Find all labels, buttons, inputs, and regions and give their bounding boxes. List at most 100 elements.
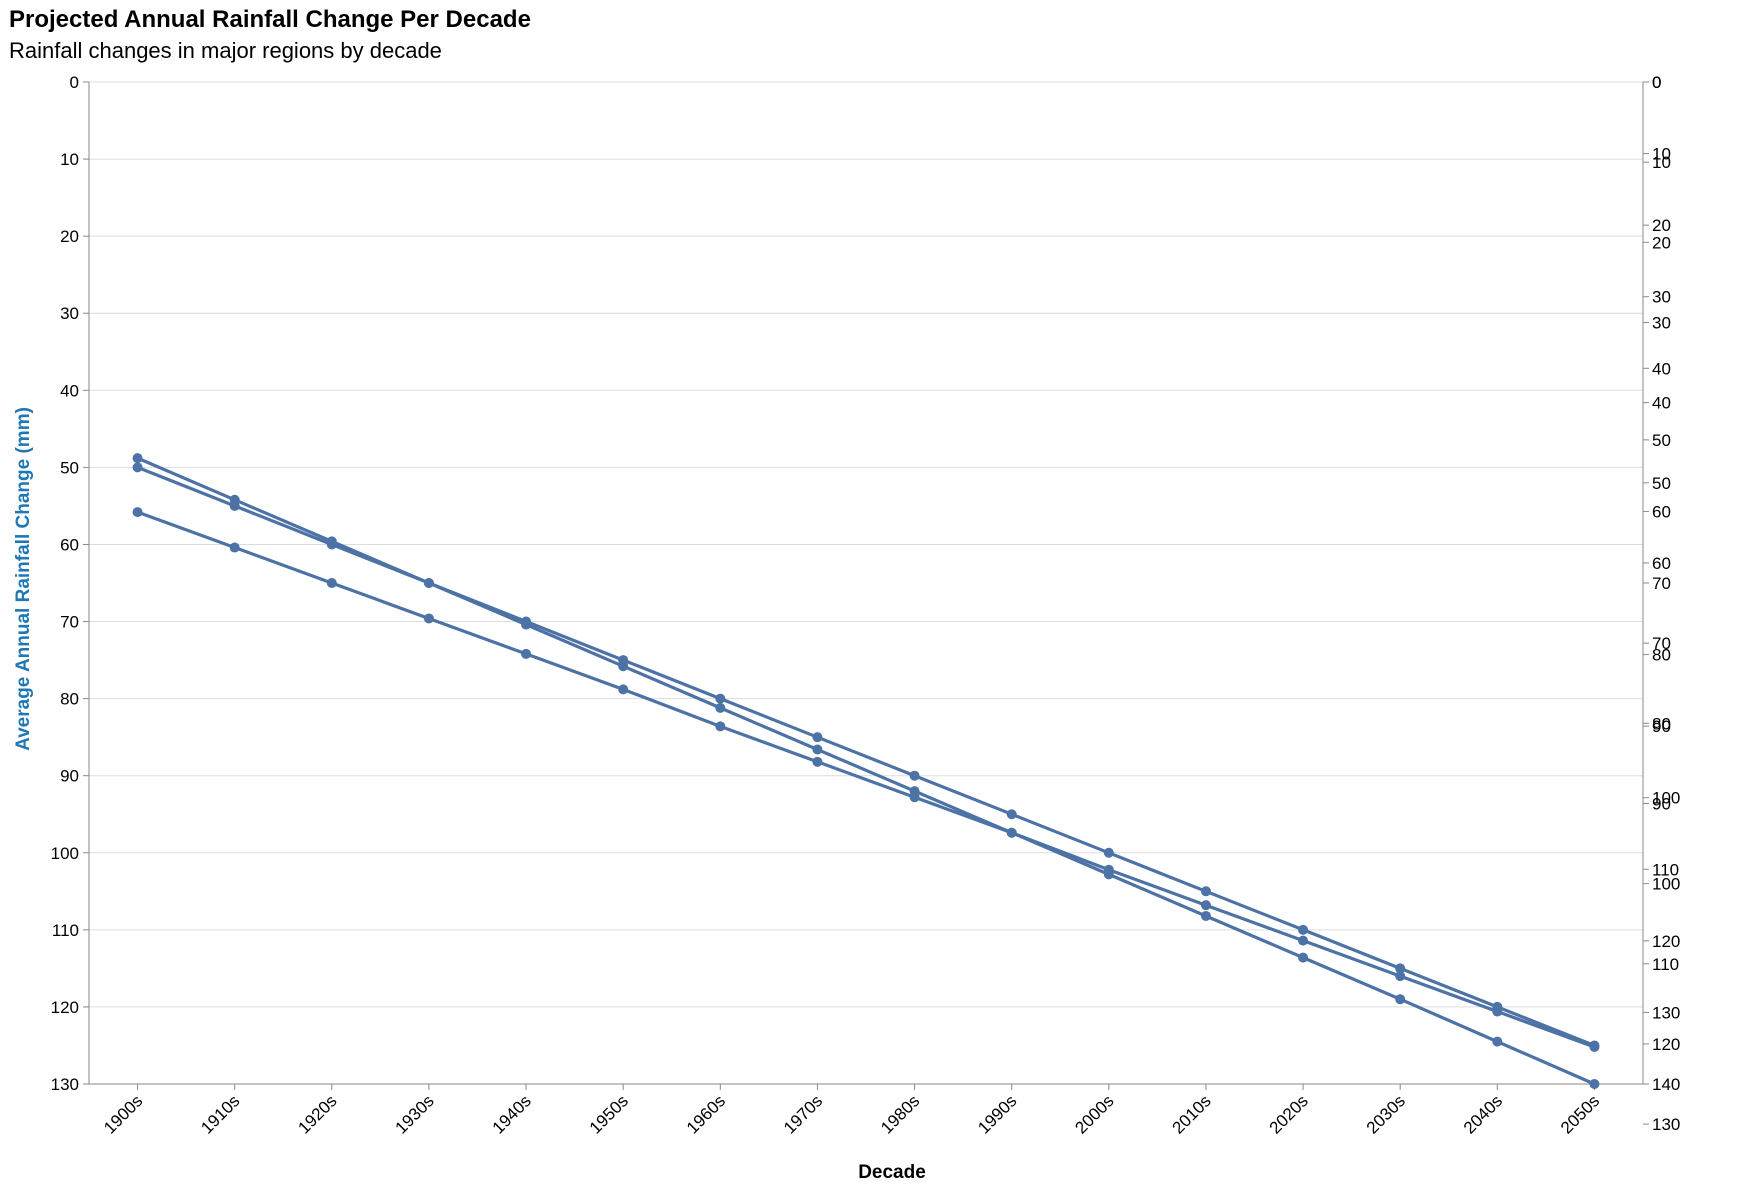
y-right-tick-label: 50	[1652, 474, 1671, 493]
y-right-tick-label: 50	[1652, 431, 1671, 450]
y-right-tick-label: 80	[1652, 714, 1671, 733]
x-tick-label: 1990s	[974, 1091, 1020, 1137]
x-tick-label: 1980s	[877, 1091, 923, 1137]
y-tick-label: 30	[60, 304, 79, 323]
series-1	[132, 453, 1600, 1051]
data-point	[1492, 1036, 1503, 1047]
y-axis-left: 0 10 20 30 40 50 60 70 80 90 100 110 120 130	[51, 73, 90, 1094]
y-right-tick-label: 30	[1652, 313, 1671, 332]
y-axis-right: 0102030405060708090100110120130010203040…	[1642, 73, 1680, 1134]
x-tick-label: 1950s	[586, 1091, 632, 1137]
y-tick-label: 40	[60, 381, 79, 400]
data-point	[812, 732, 823, 743]
y-tick-label: 110	[52, 921, 79, 940]
data-point	[715, 693, 726, 704]
data-point	[618, 684, 629, 695]
y-right-tick-label: 130	[1652, 1115, 1680, 1134]
y-right-tick-label: 70	[1652, 634, 1671, 653]
x-tick-label: 1970s	[780, 1091, 826, 1137]
x-tick-label: 2050s	[1557, 1091, 1603, 1137]
data-point	[1298, 935, 1309, 946]
data-point	[715, 702, 726, 713]
y-tick-label: 100	[51, 844, 79, 863]
data-point	[423, 613, 434, 624]
y-tick-label: 20	[60, 227, 79, 246]
data-point	[618, 661, 629, 672]
data-point	[1298, 924, 1309, 935]
y-right-tick-label: 40	[1652, 359, 1671, 378]
x-tick-label: 1940s	[489, 1091, 535, 1137]
y-right-tick-label: 80	[1652, 646, 1671, 665]
y-tick-label: 60	[60, 535, 79, 554]
chart-subtitle: Rainfall changes in major regions by dec…	[9, 38, 442, 63]
data-point	[326, 578, 337, 588]
x-tick-label: 2010s	[1169, 1091, 1215, 1137]
data-point	[1492, 1006, 1503, 1017]
x-tick-label: 1930s	[392, 1091, 438, 1137]
data-point	[812, 744, 823, 755]
data-point	[1200, 886, 1211, 897]
x-axis-title: Decade	[858, 1162, 926, 1183]
data-point	[1395, 963, 1406, 974]
series-line	[136, 456, 1597, 1048]
data-point	[423, 578, 434, 588]
data-point	[1298, 952, 1309, 963]
y-tick-label: 80	[60, 690, 79, 709]
data-point	[521, 619, 532, 630]
x-tick-label: 1920s	[294, 1091, 340, 1137]
series-lines	[132, 453, 1600, 1089]
y-right-tick-label: 110	[1652, 955, 1679, 974]
x-tick-label: 2040s	[1460, 1091, 1506, 1137]
y-right-tick-label: 140	[1652, 1075, 1680, 1094]
y-right-tick-label: 100	[1652, 875, 1680, 894]
x-axis: 1900s 1910s 1920s 1930s 1940s 1950s 1960s 1970s…	[89, 1083, 1643, 1138]
data-point	[1395, 971, 1406, 982]
data-point	[229, 500, 240, 511]
data-point	[1589, 1079, 1600, 1089]
x-tick-label: 1960s	[683, 1091, 729, 1137]
data-point	[1103, 847, 1114, 858]
y-right-tick-label: 120	[1652, 932, 1680, 951]
data-point	[715, 721, 726, 732]
data-point	[132, 453, 143, 464]
data-point	[909, 792, 920, 803]
data-point	[1200, 900, 1211, 911]
data-point	[229, 542, 240, 553]
y-right-tick-label: 20	[1652, 233, 1671, 252]
x-tick-label: 2020s	[1266, 1091, 1312, 1137]
data-point	[132, 507, 143, 518]
y-right-tick-label: 40	[1652, 394, 1671, 413]
y-tick-label: 130	[51, 1075, 79, 1094]
y-right-tick-label: 70	[1652, 574, 1671, 593]
data-point	[1006, 809, 1017, 820]
data-point	[326, 539, 337, 550]
series-line	[136, 510, 1597, 1086]
y-right-tick-label: 100	[1652, 789, 1680, 808]
data-point	[909, 770, 920, 781]
y-axis-title: Average Annual Rainfall Change (mm)	[13, 407, 34, 751]
y-tick-label: 70	[60, 613, 79, 632]
data-point	[521, 648, 532, 659]
data-point	[1589, 1042, 1600, 1053]
series-line	[136, 465, 1597, 1049]
data-point	[1200, 910, 1211, 921]
y-right-tick-label: 60	[1652, 502, 1671, 521]
x-tick-label: 1910s	[197, 1091, 243, 1137]
data-point	[132, 462, 143, 473]
data-point	[1395, 994, 1406, 1005]
y-tick-label: 10	[60, 150, 79, 169]
y-right-tick-label: 0	[1652, 73, 1661, 92]
y-right-tick-label: 30	[1652, 288, 1671, 307]
y-tick-label: 50	[60, 458, 79, 477]
x-tick-label: 2030s	[1363, 1091, 1409, 1137]
y-right-tick-label: 120	[1652, 1035, 1680, 1054]
y-right-tick-label: 60	[1652, 554, 1671, 573]
y-tick-label: 0	[70, 73, 79, 92]
gridlines	[89, 81, 1643, 1085]
y-tick-label: 120	[51, 998, 79, 1017]
data-point	[812, 756, 823, 767]
y-right-tick-label: 110	[1652, 860, 1679, 879]
y-right-tick-label: 10	[1652, 153, 1671, 172]
x-tick-label: 2000s	[1071, 1091, 1117, 1137]
